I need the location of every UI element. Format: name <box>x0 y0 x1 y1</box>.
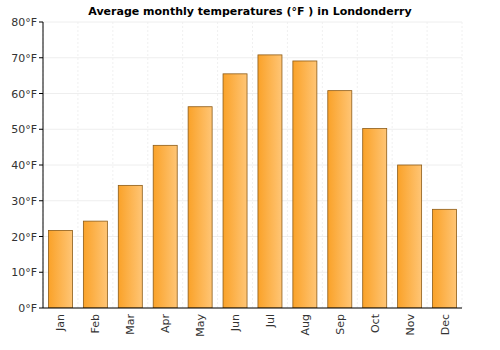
bar <box>398 165 422 308</box>
bar <box>223 74 247 308</box>
bars <box>48 55 456 308</box>
y-tick <box>39 308 43 309</box>
x-tick-label: Feb <box>89 314 102 333</box>
x-tick-label: Nov <box>404 314 417 336</box>
y-tick-label: 0°F <box>18 302 37 315</box>
y-tick <box>39 200 43 201</box>
y-tick-label: 70°F <box>11 52 37 65</box>
bar <box>188 107 212 308</box>
x-tick-label: Jul <box>264 314 277 328</box>
x-tick-label: Aug <box>299 314 312 335</box>
grid-line <box>43 93 462 94</box>
bar <box>153 145 177 308</box>
y-tick-label: 10°F <box>11 266 37 279</box>
bar <box>293 61 317 308</box>
y-tick-label: 50°F <box>11 123 37 136</box>
grid-line <box>43 129 462 130</box>
y-tick-label: 30°F <box>11 195 37 208</box>
bar <box>48 230 72 308</box>
y-tick <box>39 57 43 58</box>
grid-line <box>43 308 462 309</box>
bar <box>118 185 142 308</box>
x-tick-label: May <box>194 314 207 337</box>
grid <box>43 22 462 308</box>
bar <box>363 129 387 308</box>
y-tick <box>39 22 43 23</box>
y-tick <box>39 93 43 94</box>
x-tick-label: Mar <box>124 314 137 335</box>
x-tick-label: Jun <box>229 314 242 332</box>
y-tick-label: 20°F <box>11 231 37 244</box>
v-grid-line <box>43 22 44 308</box>
x-tick-label: Dec <box>439 314 452 335</box>
bar <box>258 55 282 308</box>
y-tick-label: 60°F <box>11 88 37 101</box>
x-tick-label: Jan <box>54 314 67 332</box>
chart-container: Average monthly temperatures (°F ) in Lo… <box>0 0 500 350</box>
grid-line <box>43 22 462 23</box>
bar <box>433 209 457 308</box>
x-tick-label: Apr <box>159 314 172 334</box>
y-axis <box>43 22 44 308</box>
y-tick <box>39 129 43 130</box>
bar <box>83 221 107 308</box>
bar <box>328 91 352 308</box>
grid-line <box>43 57 462 58</box>
x-tick-label: Sep <box>334 314 347 335</box>
y-tick-label: 40°F <box>11 159 37 172</box>
y-tick-label: 80°F <box>11 16 37 29</box>
chart-svg: Average monthly temperatures (°F ) in Lo… <box>0 0 500 350</box>
title: Average monthly temperatures (°F ) in Lo… <box>88 5 411 18</box>
y-tick <box>39 165 43 166</box>
x-tick-label: Oct <box>369 313 382 333</box>
y-tick <box>39 272 43 273</box>
y-tick <box>39 236 43 237</box>
x-axis <box>43 308 462 309</box>
